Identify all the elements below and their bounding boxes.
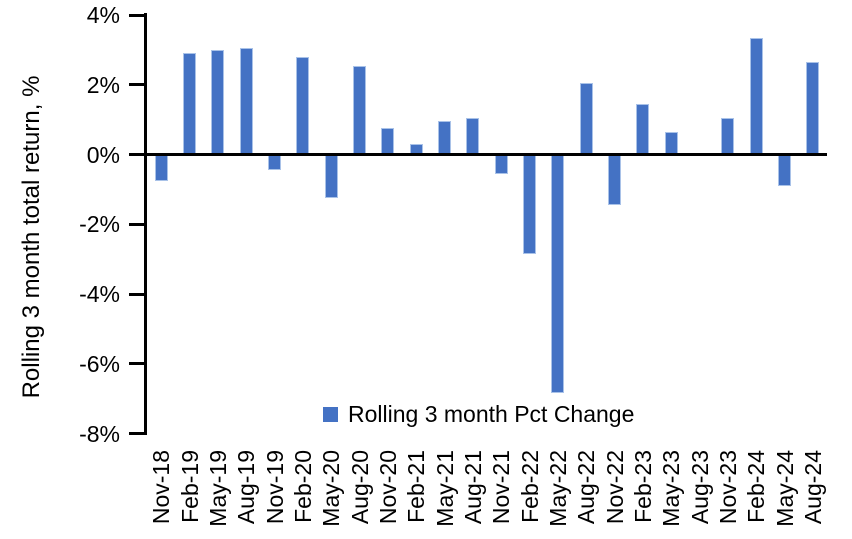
bar-Aug-21 [466,117,480,155]
y-tick-label: -4% [79,281,120,307]
y-tick-mark [129,222,147,226]
x-tick-label: Nov-18 [148,450,175,525]
x-tick-label: Aug-20 [346,450,373,525]
bar-Nov-21 [494,154,508,174]
zero-axis-line [147,153,827,156]
bar-May-23 [664,131,678,155]
y-tick-mark [129,153,147,156]
bar-Nov-19 [268,154,281,171]
x-tick-label: Feb-20 [289,450,316,523]
x-tick-label: Aug-19 [233,450,260,525]
y-tick-label: -8% [79,420,120,447]
x-tick-label: May-24 [771,450,798,527]
bar-Aug-20 [353,65,366,155]
x-tick-label: Aug-22 [573,450,600,525]
x-tick-label: May-21 [431,450,458,527]
bar-Feb-24 [749,37,763,155]
x-tick-label: Feb-19 [176,450,203,523]
bar-Nov-18 [154,154,168,181]
bar-May-20 [324,154,338,199]
legend-label: Rolling 3 month Pct Change [348,401,635,427]
legend-swatch-icon [323,407,338,422]
x-tick-label: Aug-24 [799,450,826,525]
x-tick-label: Nov-20 [374,450,401,525]
bar-Feb-23 [636,103,650,155]
bar-Nov-23 [721,117,735,155]
bar-May-22 [551,154,565,394]
bar-Feb-19 [183,53,196,155]
y-tick-label: 0% [86,141,120,168]
x-tick-label: Nov-21 [488,450,515,525]
y-tick-label: -2% [79,211,120,238]
x-tick-label: Feb-23 [629,450,656,523]
legend: Rolling 3 month Pct Change [323,401,634,428]
x-tick-label: Aug-21 [459,450,486,525]
y-tick-mark [129,83,147,87]
x-tick-label: Nov-23 [714,450,741,525]
bar-Aug-22 [579,83,593,155]
x-tick-label: Feb-21 [403,450,430,523]
y-axis-line [144,13,147,435]
x-tick-label: May-23 [658,450,685,527]
x-tick-label: Nov-22 [601,450,628,525]
x-tick-label: May-22 [544,450,571,527]
bar-May-21 [438,121,451,155]
y-tick-mark [129,292,147,296]
bar-May-24 [778,154,791,186]
x-tick-label: Feb-24 [743,450,770,523]
y-tick-label: -6% [79,350,120,377]
bar-Feb-20 [296,56,310,155]
bar-May-19 [211,49,225,155]
y-tick-label: 4% [86,2,120,28]
y-tick-mark [129,432,147,435]
bar-Aug-19 [239,48,253,155]
y-tick-mark [129,13,147,17]
x-tick-label: Feb-22 [516,450,543,523]
bar-Nov-20 [381,128,395,155]
x-tick-label: May-19 [204,450,231,527]
bar-Aug-24 [806,62,820,155]
y-tick-mark [129,362,147,366]
x-tick-label: May-20 [318,450,345,527]
x-tick-label: Aug-23 [686,450,713,525]
bar-Nov-22 [608,154,621,206]
x-tick-label: Nov-19 [261,450,288,525]
bar-Feb-22 [523,154,536,254]
y-tick-label: 2% [86,71,120,98]
